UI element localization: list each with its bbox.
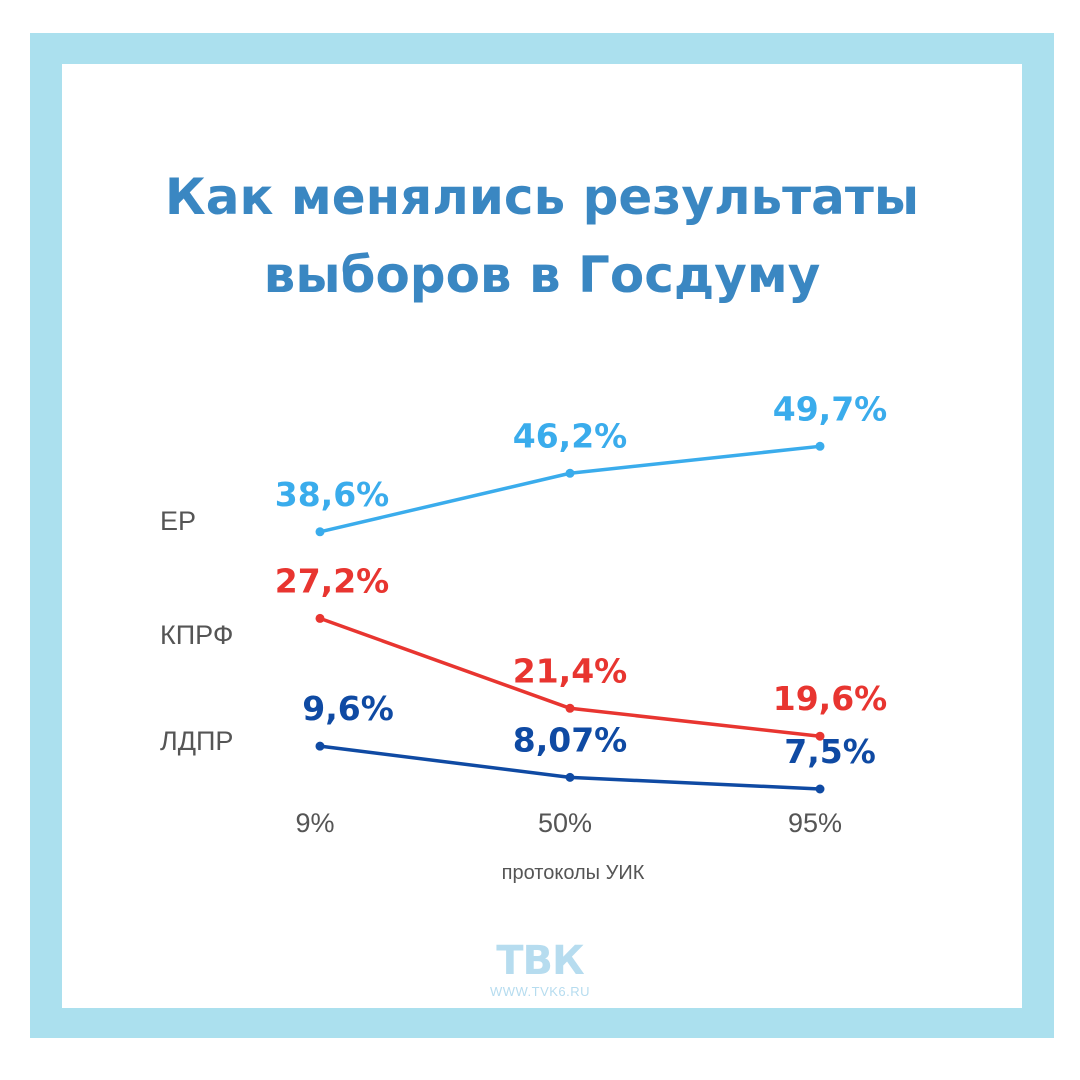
legend-series-2: КПРФ (160, 620, 233, 650)
series-layer: 38,6% 46,2% 49,7% 27,2% 21,4% 19,6% 9,6% 8,07% 7… (275, 389, 888, 794)
legend-layer: ЕР КПРФ ЛДПР (160, 506, 233, 756)
series-3-point (815, 784, 825, 794)
series-2-data-label: 27,2% (275, 561, 390, 600)
logo-url: WWW.TVK6.RU (489, 984, 591, 999)
series-1-data-label: 46,2% (513, 416, 628, 455)
x-axis: 9% 50% 95% протоколы УИК (295, 808, 842, 884)
series-2-data-label: 19,6% (773, 679, 888, 718)
x-tick-label: 9% (295, 808, 334, 838)
series-1-point (815, 441, 825, 451)
series-3-data-label: 8,07% (513, 720, 628, 759)
series-3-data-label: 9,6% (302, 689, 394, 728)
series-2-point (315, 613, 325, 623)
series-1-line (318, 444, 822, 534)
series-2-point (565, 703, 575, 713)
title-line-2: выборов в Госдуму (263, 246, 821, 304)
x-axis-label: протоколы УИК (502, 862, 645, 884)
series-3-point (315, 741, 325, 751)
logo-mark: ТВК (496, 938, 584, 984)
series-1-data-label: 49,7% (773, 389, 888, 428)
x-tick-label: 50% (538, 808, 592, 838)
series-1-point (315, 527, 325, 537)
legend-series-1: ЕР (160, 506, 196, 536)
x-tick-label: 95% (788, 808, 842, 838)
chart-card (62, 64, 1022, 1008)
page-title: Как менялись результаты выборов в Госдум… (62, 158, 1022, 314)
title-line-1: Как менялись результаты (164, 168, 920, 226)
tvk-logo: ТВК WWW.TVK6.RU (470, 938, 610, 1000)
legend-series-3: ЛДПР (160, 726, 233, 756)
series-3-point (565, 772, 575, 782)
series-3-data-label: 7,5% (784, 732, 876, 771)
series-1-point (565, 468, 575, 478)
series-2-point (815, 731, 825, 741)
series-1-data-label: 38,6% (275, 475, 390, 514)
series-2-data-label: 21,4% (513, 651, 628, 690)
